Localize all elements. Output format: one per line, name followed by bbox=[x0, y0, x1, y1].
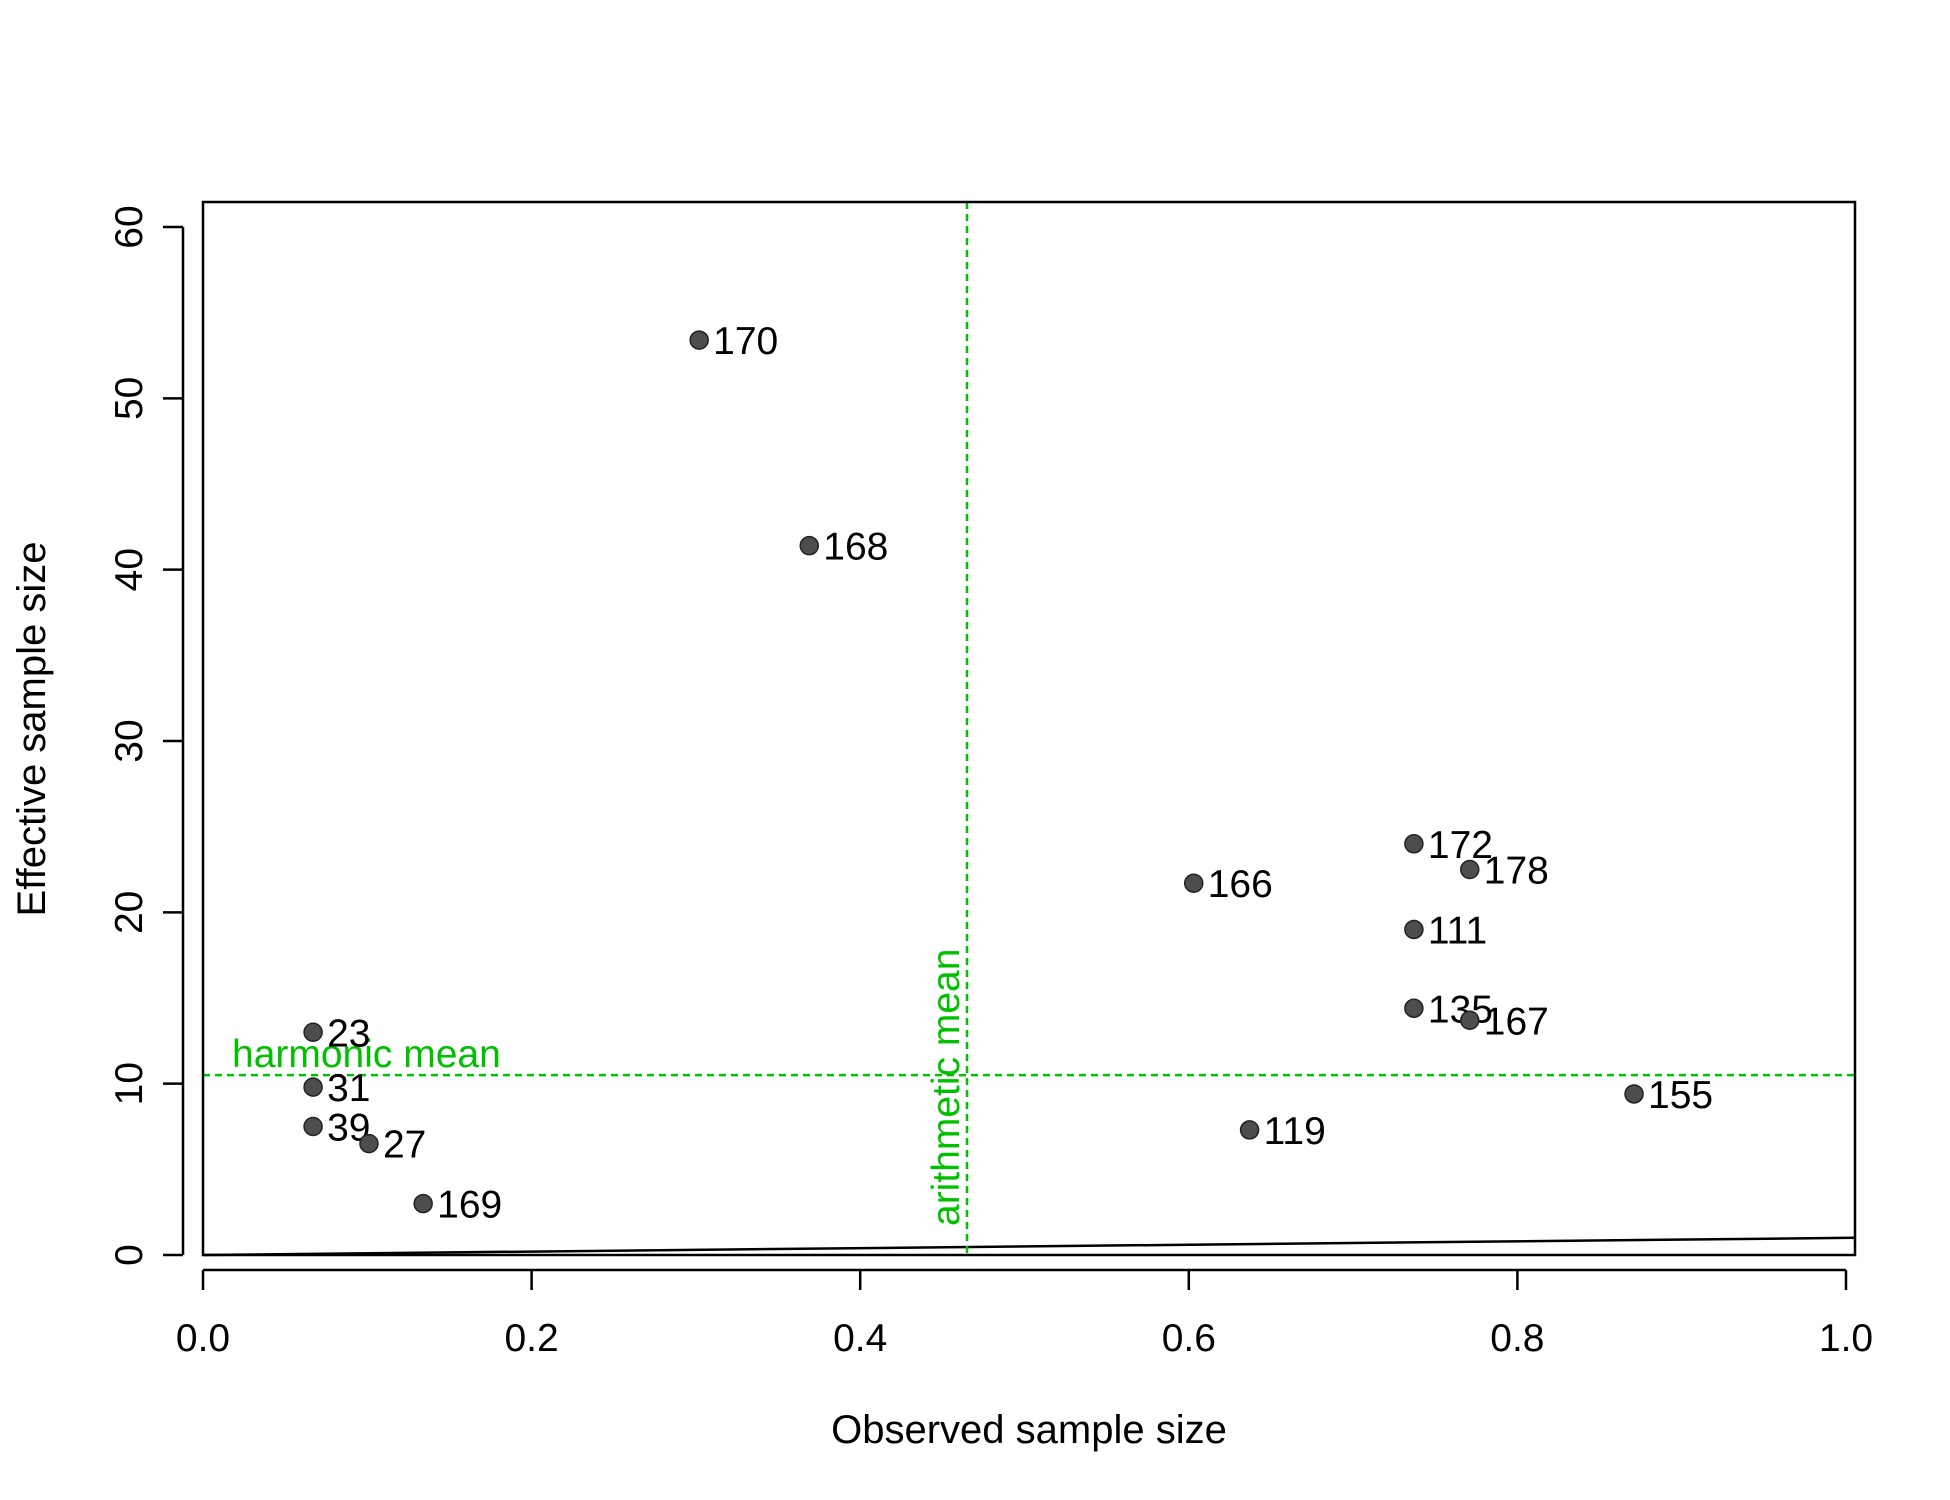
data-point bbox=[1183, 873, 1204, 893]
data-point bbox=[1404, 919, 1424, 940]
data-point bbox=[1239, 1120, 1260, 1140]
point-label: 169 bbox=[437, 1184, 502, 1227]
y-tick-label: 0 bbox=[108, 1244, 151, 1266]
y-tick-label: 60 bbox=[108, 205, 151, 248]
point-label: 23 bbox=[327, 1012, 370, 1055]
x-tick-label: 1.0 bbox=[1819, 1317, 1873, 1360]
point-label: 31 bbox=[327, 1067, 370, 1110]
data-point bbox=[799, 535, 820, 556]
x-tick-label: 0.6 bbox=[1162, 1317, 1216, 1360]
data-point bbox=[1460, 1010, 1480, 1031]
point-label: 111 bbox=[1428, 909, 1487, 952]
point-label: 135 bbox=[1428, 988, 1493, 1031]
point-label: 178 bbox=[1484, 850, 1549, 893]
data-point bbox=[689, 330, 709, 350]
y-axis-label: Effective sample size bbox=[10, 542, 54, 917]
x-axis-label: Observed sample size bbox=[831, 1408, 1227, 1452]
plot-frame bbox=[201, 200, 1857, 1257]
data-point bbox=[1404, 834, 1424, 854]
data-point bbox=[413, 1193, 433, 1214]
data-point bbox=[359, 1133, 379, 1154]
harmonic-mean-label: harmonic mean bbox=[232, 1033, 501, 1076]
reference-lines-layer: harmonic mean arithmetic mean bbox=[203, 202, 1855, 1255]
x-tick-label: 0.4 bbox=[833, 1317, 887, 1360]
y-tick-label: 30 bbox=[108, 719, 151, 762]
data-point bbox=[303, 1116, 323, 1137]
point-label: 170 bbox=[713, 320, 778, 363]
data-point bbox=[303, 1077, 323, 1097]
data-point bbox=[1404, 998, 1424, 1019]
y-tick-label: 50 bbox=[108, 377, 151, 420]
y-tick-label: 10 bbox=[108, 1062, 151, 1105]
y-tick-label: 40 bbox=[108, 548, 151, 591]
point-label: 172 bbox=[1428, 824, 1493, 867]
point-label: 168 bbox=[823, 526, 888, 569]
point-label: 166 bbox=[1208, 863, 1273, 906]
x-tick-label: 0.8 bbox=[1490, 1317, 1544, 1360]
identity-line-layer bbox=[202, 1236, 1856, 1257]
point-label: 155 bbox=[1648, 1074, 1713, 1117]
data-point bbox=[1624, 1084, 1644, 1104]
identity-line bbox=[202, 1236, 1856, 1257]
x-tick-label: 0.2 bbox=[504, 1317, 558, 1360]
point-label: 167 bbox=[1484, 1000, 1549, 1043]
data-point bbox=[303, 1022, 323, 1043]
arithmetic-mean-label: arithmetic mean bbox=[925, 949, 968, 1226]
x-tick-label: 0.0 bbox=[176, 1317, 230, 1360]
point-label: 119 bbox=[1264, 1110, 1326, 1153]
y-axis: 0 10 20 30 40 50 60 bbox=[108, 205, 185, 1266]
x-axis: 0.0 0.2 0.4 0.6 0.8 1.0 bbox=[176, 1268, 1873, 1360]
point-label: 27 bbox=[383, 1124, 426, 1167]
data-point bbox=[1460, 859, 1480, 880]
y-tick-label: 20 bbox=[108, 891, 151, 934]
